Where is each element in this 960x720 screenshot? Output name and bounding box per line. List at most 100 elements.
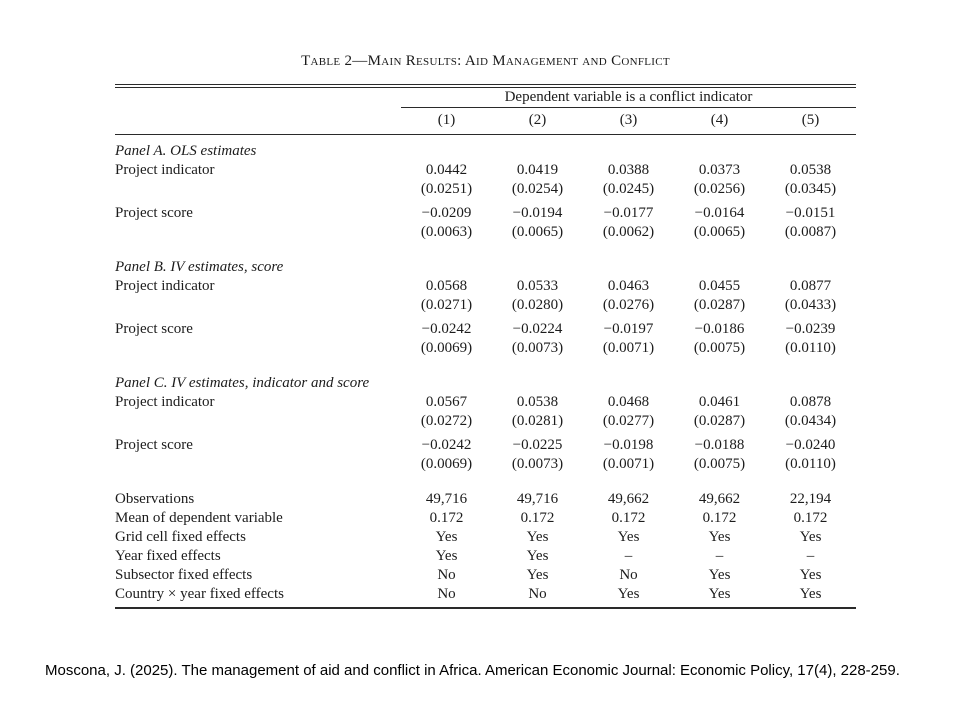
dependent-variable-header: Dependent variable is a conflict indicat…	[401, 86, 857, 108]
standard-error-value: (0.0281)	[511, 413, 564, 429]
standard-error-value: (0.0069)	[420, 340, 473, 356]
coefficient-value: −0.0242	[421, 321, 472, 337]
standard-error-value: (0.0075)	[693, 340, 746, 356]
table-title: Table 2—Main Results: Aid Management and…	[301, 53, 670, 69]
coefficient-value: 0.0388	[607, 162, 650, 178]
coefficient-value: 0.0419	[516, 162, 559, 178]
coefficient-value: 0.0877	[789, 278, 832, 294]
coefficient-value: −0.0177	[603, 205, 654, 221]
coefficient-value: −0.0239	[785, 321, 836, 337]
summary-value: No	[492, 585, 583, 609]
summary-value: Yes	[526, 529, 549, 545]
summary-value: –	[715, 548, 724, 564]
coefficient-value: 0.0461	[698, 394, 741, 410]
standard-error-row: (0.0271) (0.0280) (0.0276) (0.0287) (0.0433)	[115, 296, 856, 315]
summary-value: 0.172	[520, 510, 555, 526]
summary-value: Yes	[765, 585, 857, 609]
standard-error-value: (0.0073)	[511, 456, 564, 472]
summary-value: No	[401, 585, 492, 609]
coefficient-value: −0.0240	[785, 437, 836, 453]
coefficient-value: −0.0194	[512, 205, 563, 221]
coefficient-value: 0.0568	[425, 278, 468, 294]
coefficient-value: 0.0538	[516, 394, 559, 410]
summary-row: Observations 49,716 49,716 49,662 49,662 22,1…	[115, 474, 856, 509]
standard-error-row: (0.0069) (0.0073) (0.0071) (0.0075) (0.0110)	[115, 455, 856, 474]
variable-label: Project score	[115, 321, 193, 337]
standard-error-value: (0.0276)	[602, 297, 655, 313]
summary-value: –	[624, 548, 633, 564]
summary-value: Yes	[526, 548, 549, 564]
summary-value: Yes	[617, 529, 640, 545]
summary-label: Year fixed effects	[115, 548, 221, 564]
coefficient-value: −0.0242	[421, 437, 472, 453]
coefficient-value: −0.0151	[785, 205, 836, 221]
standard-error-value: (0.0069)	[420, 456, 473, 472]
summary-value: 0.172	[793, 510, 828, 526]
coefficient-value: −0.0186	[694, 321, 745, 337]
coefficient-value: −0.0197	[603, 321, 654, 337]
standard-error-value: (0.0071)	[602, 456, 655, 472]
summary-value: 49,716	[516, 491, 559, 507]
summary-value: –	[806, 548, 815, 564]
summary-value: Yes	[583, 585, 674, 609]
summary-value: 0.172	[702, 510, 737, 526]
coefficient-value: −0.0198	[603, 437, 654, 453]
coefficient-value: 0.0463	[607, 278, 650, 294]
standard-error-value: (0.0075)	[693, 456, 746, 472]
variable-label: Project indicator	[115, 278, 215, 294]
summary-value: Yes	[708, 567, 731, 583]
summary-label: Subsector fixed effects	[115, 567, 253, 583]
standard-error-row: (0.0272) (0.0281) (0.0277) (0.0287) (0.0434)	[115, 412, 856, 431]
summary-value: Yes	[799, 529, 822, 545]
standard-error-value: (0.0065)	[511, 224, 564, 240]
standard-error-value: (0.0110)	[785, 456, 836, 472]
coefficient-value: 0.0533	[516, 278, 559, 294]
se-spacer-cell	[115, 180, 401, 199]
variable-label: Project indicator	[115, 162, 215, 178]
coefficient-value: 0.0468	[607, 394, 650, 410]
coefficient-value: 0.0442	[425, 162, 468, 178]
panel-label: Panel A. OLS estimates	[115, 143, 257, 159]
summary-value: 49,662	[607, 491, 650, 507]
panel-label: Panel B. IV estimates, score	[115, 259, 284, 275]
coefficient-value: −0.0224	[512, 321, 563, 337]
standard-error-value: (0.0063)	[420, 224, 473, 240]
standard-error-row: (0.0251) (0.0254) (0.0245) (0.0256) (0.0345)	[115, 180, 856, 199]
variable-label: Project indicator	[115, 394, 215, 410]
standard-error-value: (0.0434)	[784, 413, 837, 429]
coefficient-value: 0.0567	[425, 394, 468, 410]
results-table: Dependent variable is a conflict indicat…	[115, 84, 857, 609]
coefficient-value: 0.0538	[789, 162, 832, 178]
summary-value: 49,662	[698, 491, 741, 507]
column-header-row: (1) (2) (3) (4) (5)	[115, 107, 857, 135]
summary-label: Country × year fixed effects	[115, 585, 401, 609]
spanner-spacer-cell	[115, 86, 401, 108]
standard-error-row: (0.0069) (0.0073) (0.0071) (0.0075) (0.0110)	[115, 339, 856, 358]
summary-value: 49,716	[425, 491, 468, 507]
standard-error-value: (0.0271)	[420, 297, 473, 313]
standard-error-value: (0.0065)	[693, 224, 746, 240]
standard-error-value: (0.0073)	[511, 340, 564, 356]
standard-error-value: (0.0062)	[602, 224, 655, 240]
panel-header-row: Panel A. OLS estimates	[115, 135, 856, 162]
se-spacer-cell	[115, 296, 401, 315]
standard-error-value: (0.0087)	[784, 224, 837, 240]
summary-row: Country × year fixed effects No No Yes Yes Ye…	[115, 585, 857, 609]
summary-row: Subsector fixed effects No Yes No Yes Yes	[115, 566, 856, 585]
coefficient-value: −0.0188	[694, 437, 745, 453]
standard-error-value: (0.0277)	[602, 413, 655, 429]
se-spacer-cell	[115, 412, 401, 431]
summary-label: Grid cell fixed effects	[115, 529, 246, 545]
summary-value: Yes	[435, 548, 458, 564]
standard-error-value: (0.0345)	[784, 181, 837, 197]
panel-label: Panel C. IV estimates, indicator and sco…	[115, 375, 370, 391]
summary-row: Year fixed effects Yes Yes – – –	[115, 547, 856, 566]
panel-header-row: Panel C. IV estimates, indicator and sco…	[115, 358, 856, 393]
standard-error-value: (0.0280)	[511, 297, 564, 313]
coefficient-value: −0.0164	[694, 205, 745, 221]
column-header: (2)	[492, 107, 583, 135]
column-header: (4)	[674, 107, 765, 135]
coefficient-row: Project score −0.0209 −0.0194 −0.0177 −0.016…	[115, 199, 856, 223]
standard-error-value: (0.0256)	[693, 181, 746, 197]
panel-header-row: Panel B. IV estimates, score	[115, 242, 856, 277]
